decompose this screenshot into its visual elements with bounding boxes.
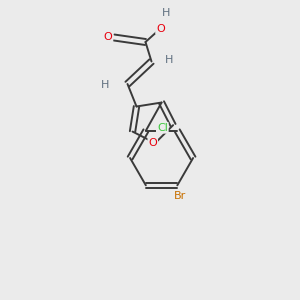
Text: H: H <box>165 55 174 65</box>
Text: Br: Br <box>174 191 186 201</box>
Text: O: O <box>156 23 165 34</box>
Text: O: O <box>148 138 157 148</box>
Text: H: H <box>162 8 171 19</box>
Text: H: H <box>101 80 109 91</box>
Text: O: O <box>103 32 112 43</box>
Text: Cl: Cl <box>157 123 168 133</box>
